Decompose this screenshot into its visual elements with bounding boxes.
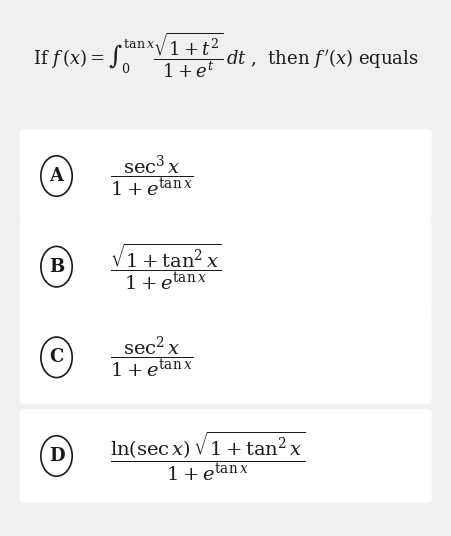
Text: C: C	[49, 348, 64, 366]
FancyBboxPatch shape	[19, 129, 432, 222]
Text: $\dfrac{\sec^3 x}{1+e^{\tan x}}$: $\dfrac{\sec^3 x}{1+e^{\tan x}}$	[110, 153, 193, 199]
FancyBboxPatch shape	[19, 410, 432, 503]
FancyBboxPatch shape	[19, 220, 432, 314]
Text: $\dfrac{\ln(\sec x)\,\sqrt{1+\tan^2 x}}{1+e^{\tan x}}$: $\dfrac{\ln(\sec x)\,\sqrt{1+\tan^2 x}}{…	[110, 429, 305, 482]
Text: B: B	[49, 258, 64, 276]
Text: $\dfrac{\sqrt{1+\tan^2 x}}{1+e^{\tan x}}$: $\dfrac{\sqrt{1+\tan^2 x}}{1+e^{\tan x}}…	[110, 242, 221, 292]
Text: If $f\,(x) = \int_0^{\tan x} \dfrac{\sqrt{1+t^2}}{1+e^t}\,dt$ ,  then $f\,'(x)$ : If $f\,(x) = \int_0^{\tan x} \dfrac{\sqr…	[32, 30, 419, 80]
Circle shape	[41, 337, 72, 377]
Text: A: A	[50, 167, 64, 185]
Text: D: D	[49, 447, 64, 465]
Text: $\dfrac{\sec^2 x}{1+e^{\tan x}}$: $\dfrac{\sec^2 x}{1+e^{\tan x}}$	[110, 334, 193, 380]
FancyBboxPatch shape	[19, 311, 432, 404]
Circle shape	[41, 247, 72, 287]
Circle shape	[41, 156, 72, 196]
Circle shape	[41, 436, 72, 476]
